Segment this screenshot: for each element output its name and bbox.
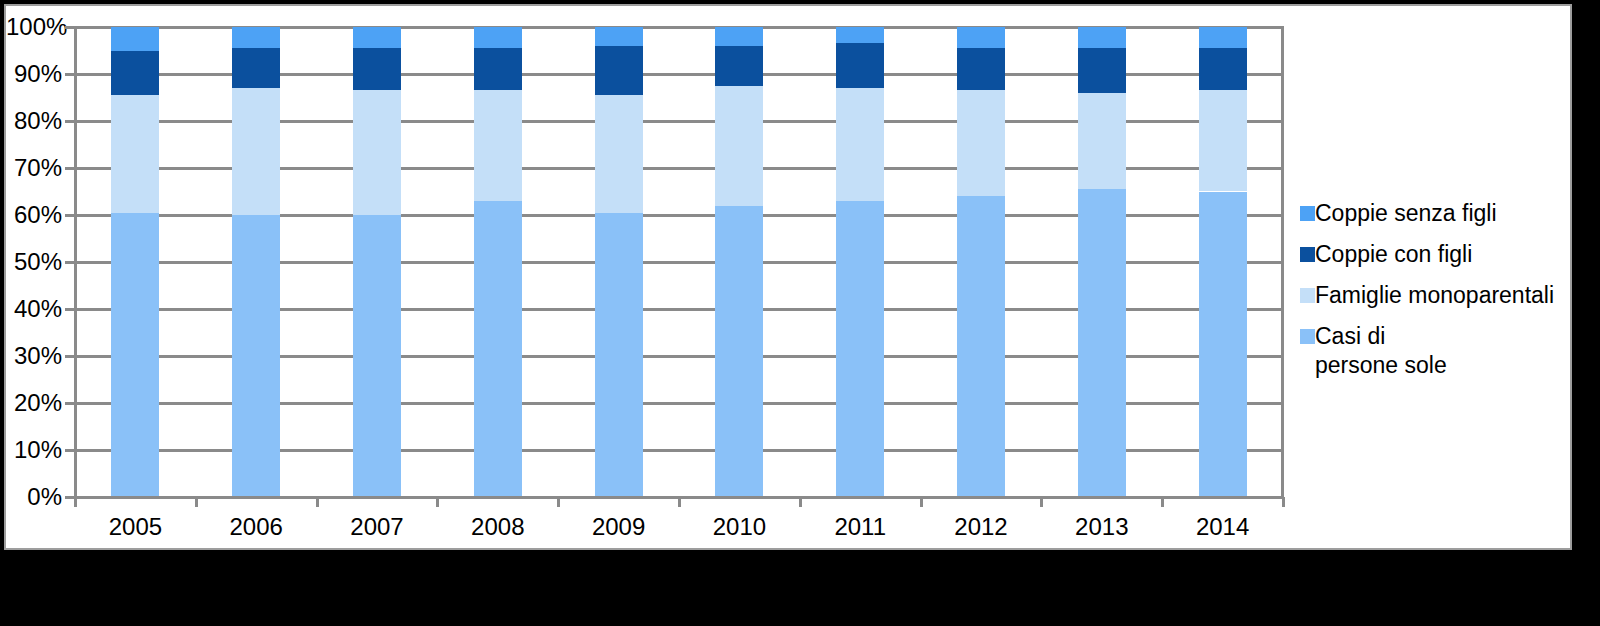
legend-item-coppie-senza-figli: Coppie senza figli	[1300, 199, 1572, 228]
bar-segment-coppie-senza-figli	[836, 27, 884, 43]
legend-swatch-icon	[1300, 329, 1315, 344]
x-axis-category-label: 2008	[437, 513, 558, 541]
x-axis-category-label: 2006	[196, 513, 317, 541]
x-axis-category-label: 2011	[800, 513, 921, 541]
bar-segment-famiglie-monoparentali	[474, 90, 522, 200]
y-axis-line	[74, 26, 77, 498]
screenshot-root: 100%90%80%70%60%50%40%30%20%10%0% 200520…	[0, 0, 1600, 626]
bar-segment-coppie-senza-figli	[595, 27, 643, 46]
chart-canvas: 100%90%80%70%60%50%40%30%20%10%0% 200520…	[4, 4, 1572, 550]
bar-segment-casi-di-persone-sole	[595, 213, 643, 497]
legend-label: Coppie con figli	[1315, 240, 1472, 269]
legend: Coppie senza figli Coppie con figli Famigl…	[1300, 199, 1572, 392]
bar-segment-coppie-con-figli	[474, 48, 522, 90]
y-axis-tick-label: 10%	[6, 436, 62, 464]
bar-segment-coppie-con-figli	[715, 46, 763, 86]
bar-segment-coppie-con-figli	[1078, 48, 1126, 93]
y-axis-tick-label: 70%	[6, 154, 62, 182]
bar-segment-coppie-senza-figli	[957, 27, 1005, 48]
bar-segment-coppie-senza-figli	[111, 27, 159, 51]
legend-label-line: Coppie senza figli	[1315, 199, 1497, 228]
bar-segment-coppie-senza-figli	[232, 27, 280, 48]
bar-segment-famiglie-monoparentali	[836, 88, 884, 201]
bar-segment-casi-di-persone-sole	[1078, 189, 1126, 497]
bar-segment-casi-di-persone-sole	[715, 206, 763, 497]
bar-segment-casi-di-persone-sole	[353, 215, 401, 497]
bar-segment-famiglie-monoparentali	[111, 95, 159, 213]
x-axis-category-label: 2007	[317, 513, 438, 541]
legend-label-line: Casi di	[1315, 322, 1447, 351]
legend-label-line: persone sole	[1315, 351, 1447, 380]
legend-swatch-icon	[1300, 288, 1315, 303]
x-axis-category-label: 2013	[1041, 513, 1162, 541]
plot-area	[75, 27, 1283, 497]
bar-segment-casi-di-persone-sole	[836, 201, 884, 497]
legend-label: Coppie senza figli	[1315, 199, 1497, 228]
bar-segment-coppie-senza-figli	[715, 27, 763, 46]
bar-segment-casi-di-persone-sole	[232, 215, 280, 497]
bar-segment-coppie-con-figli	[353, 48, 401, 90]
bar-segment-coppie-senza-figli	[474, 27, 522, 48]
x-axis-category-label: 2010	[679, 513, 800, 541]
y-axis-tick-label: 90%	[6, 60, 62, 88]
x-axis-line	[74, 496, 1284, 499]
bar-segment-coppie-con-figli	[957, 48, 1005, 90]
bar-segment-famiglie-monoparentali	[1199, 90, 1247, 191]
bar-segment-famiglie-monoparentali	[595, 95, 643, 213]
y-axis-tick-label: 20%	[6, 389, 62, 417]
y-axis-tick-label: 50%	[6, 248, 62, 276]
x-axis-category-label: 2014	[1162, 513, 1283, 541]
bar-segment-coppie-con-figli	[232, 48, 280, 88]
bar-segment-casi-di-persone-sole	[1199, 192, 1247, 498]
legend-item-famiglie-monoparentali: Famiglie monoparentali	[1300, 281, 1572, 310]
x-axis-category-label: 2005	[75, 513, 196, 541]
bar-segment-coppie-senza-figli	[1078, 27, 1126, 48]
legend-swatch-icon	[1300, 206, 1315, 221]
plot-right-border	[1281, 26, 1284, 498]
legend-label: Famiglie monoparentali	[1315, 281, 1554, 310]
bar-segment-coppie-senza-figli	[1199, 27, 1247, 48]
legend-swatch-icon	[1300, 247, 1315, 262]
bar-segment-casi-di-persone-sole	[957, 196, 1005, 497]
legend-label-line: Famiglie monoparentali	[1315, 281, 1554, 310]
legend-item-coppie-con-figli: Coppie con figli	[1300, 240, 1572, 269]
y-axis-tick-label: 30%	[6, 342, 62, 370]
bar-segment-famiglie-monoparentali	[353, 90, 401, 215]
y-axis-tick-label: 40%	[6, 295, 62, 323]
bar-segment-casi-di-persone-sole	[474, 201, 522, 497]
bar-segment-coppie-con-figli	[1199, 48, 1247, 90]
y-axis-tick-label: 0%	[6, 483, 62, 511]
x-axis-category-label: 2012	[921, 513, 1042, 541]
y-axis-tick-label: 60%	[6, 201, 62, 229]
legend-label: Casi dipersone sole	[1315, 322, 1447, 380]
bar-segment-coppie-con-figli	[836, 43, 884, 88]
bar-segment-famiglie-monoparentali	[715, 86, 763, 206]
bar-segment-coppie-con-figli	[595, 46, 643, 95]
bar-segment-casi-di-persone-sole	[111, 213, 159, 497]
x-axis-category-label: 2009	[558, 513, 679, 541]
bar-segment-famiglie-monoparentali	[957, 90, 1005, 196]
bar-segment-famiglie-monoparentali	[1078, 93, 1126, 189]
legend-item-casi-di-persone-sole: Casi dipersone sole	[1300, 322, 1572, 380]
bar-segment-coppie-senza-figli	[353, 27, 401, 48]
bar-segment-coppie-con-figli	[111, 51, 159, 96]
bar-segment-famiglie-monoparentali	[232, 88, 280, 215]
legend-label-line: Coppie con figli	[1315, 240, 1472, 269]
y-axis-tick-label: 100%	[6, 13, 62, 41]
y-axis-tick-label: 80%	[6, 107, 62, 135]
